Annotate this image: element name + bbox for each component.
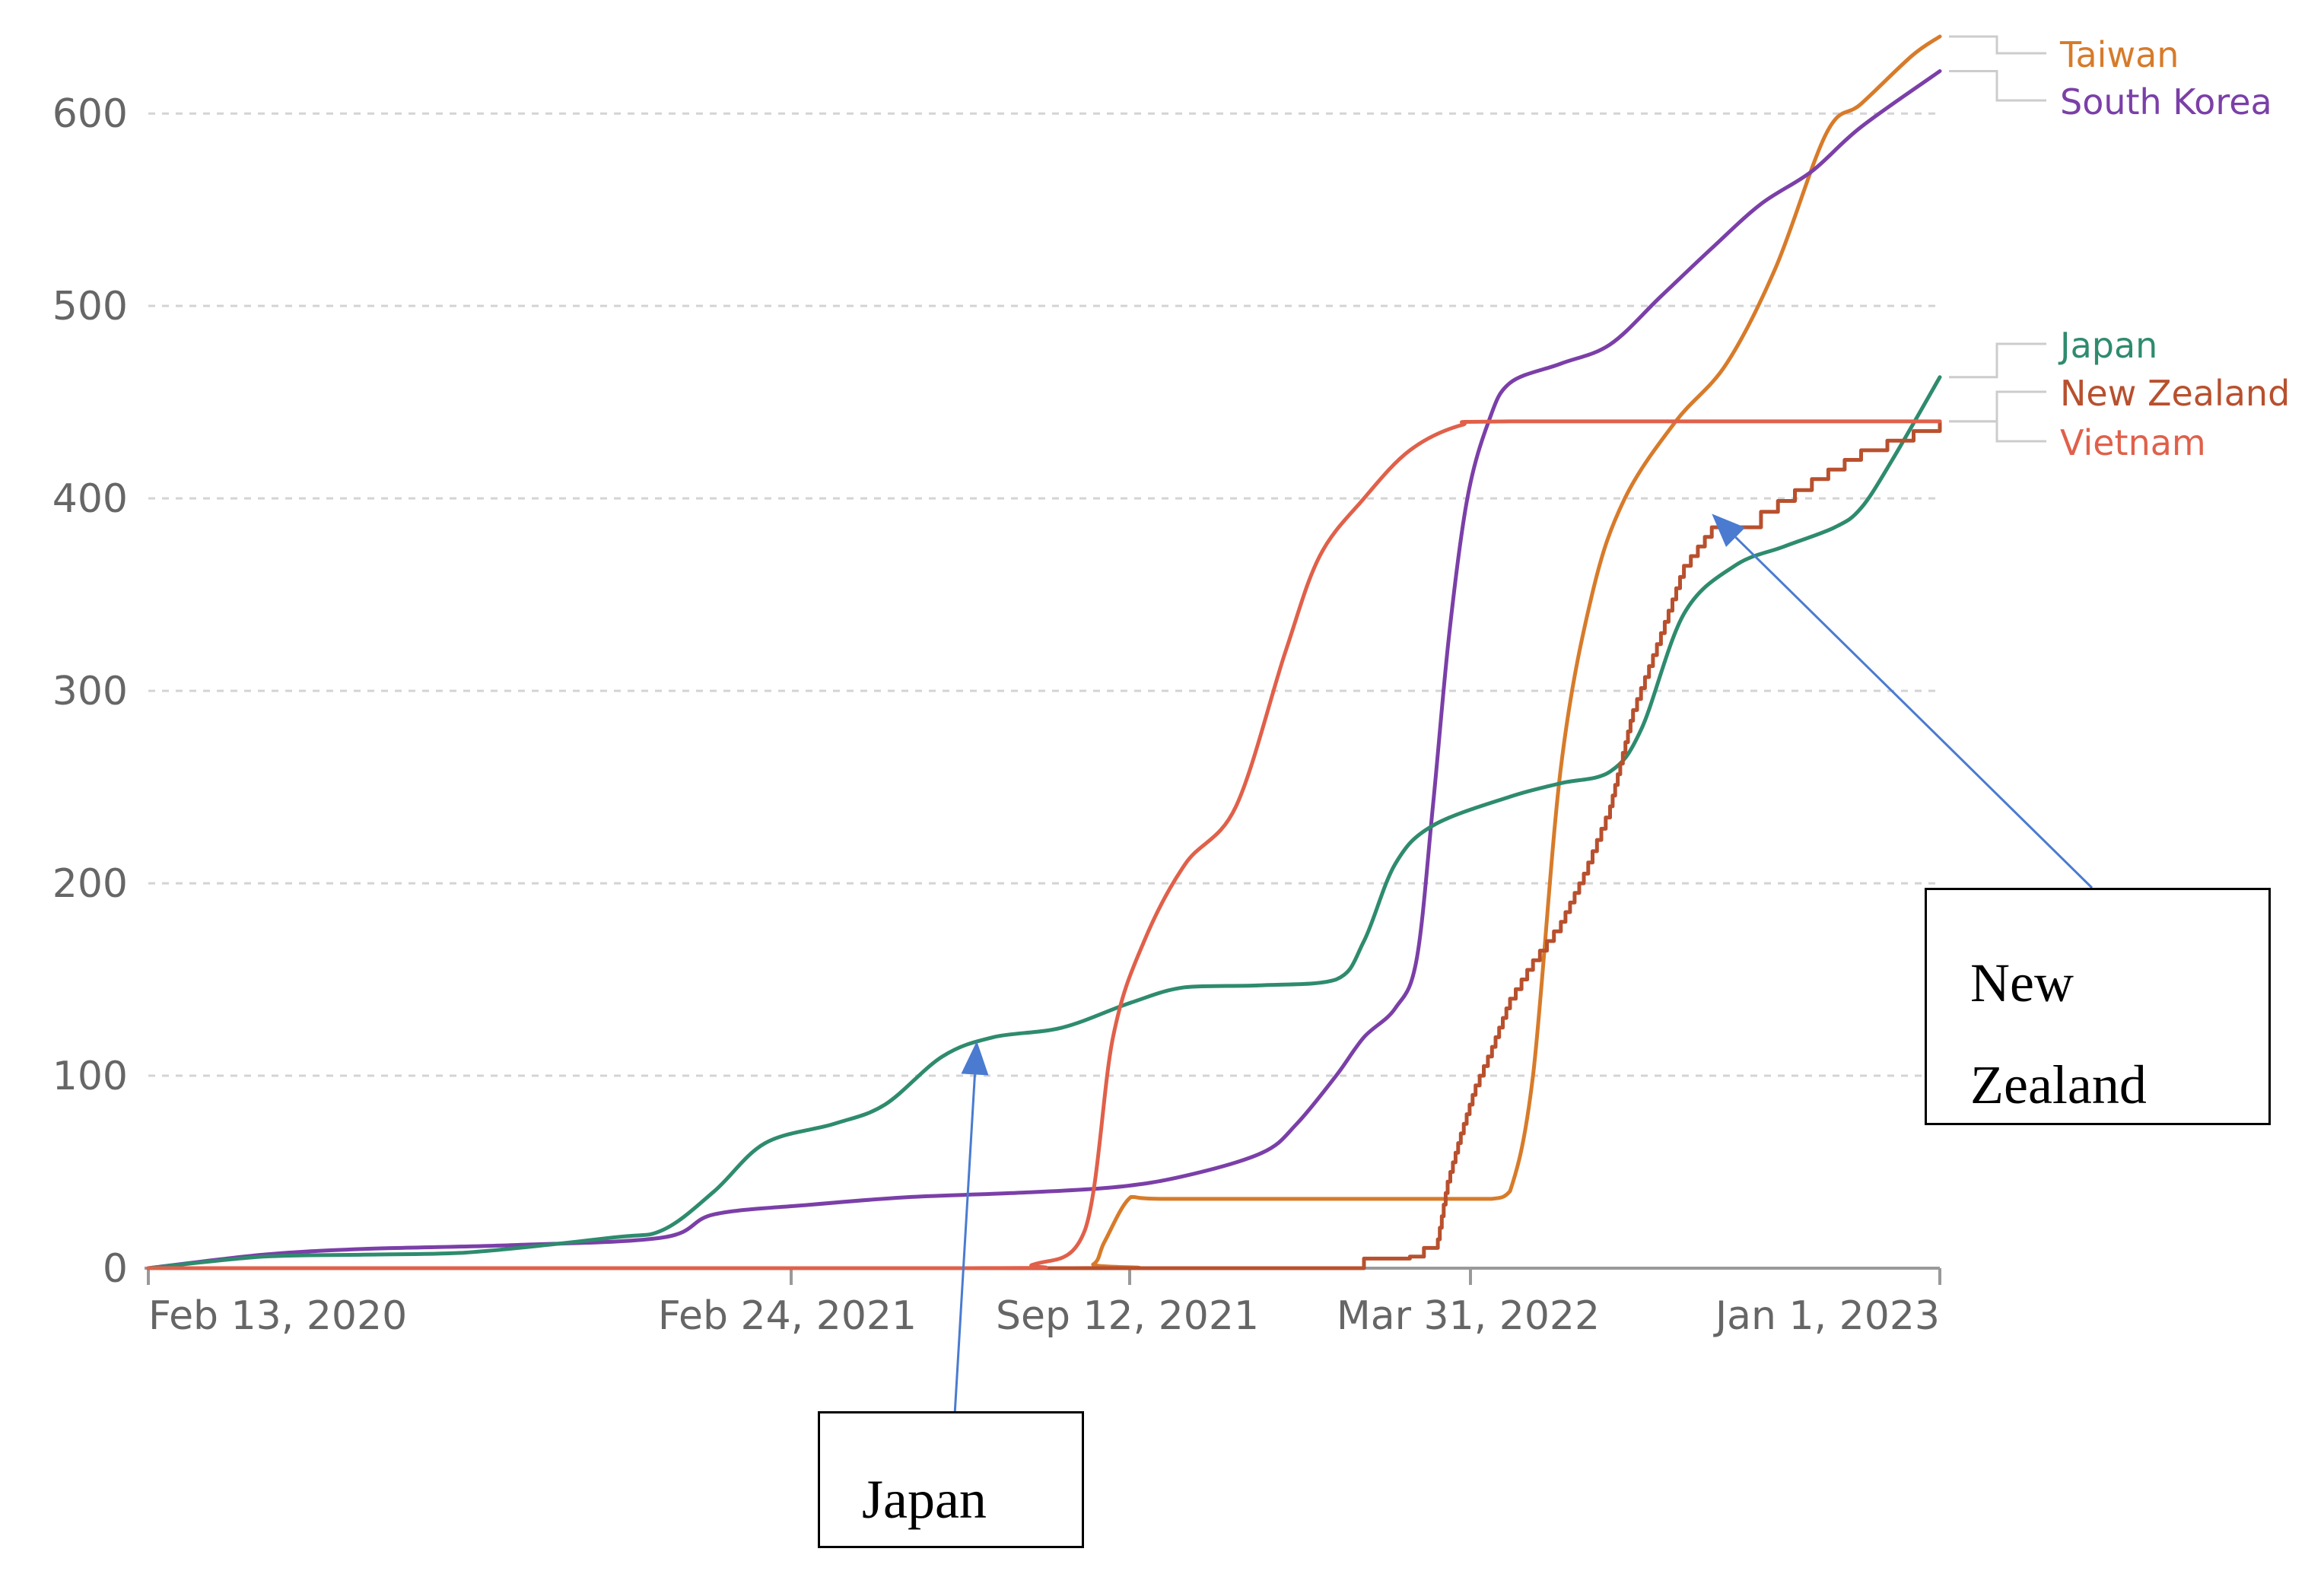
annotation-box-japan: Japan xyxy=(818,1411,1084,1548)
series-line-japan xyxy=(146,375,1942,1270)
y-tick-label-500: 500 xyxy=(52,284,128,329)
line-label-vietnam: Vietnam xyxy=(2060,422,2206,463)
line-label-japan: Japan xyxy=(2058,325,2157,366)
label-connector-new-zealand xyxy=(1949,390,2046,423)
y-axis-ticks: 0 100 200 300 400 500 600 xyxy=(52,91,128,1292)
series-line-new-zealand xyxy=(146,419,1942,1270)
label-connector-vietnam xyxy=(1949,420,2046,443)
x-tick-label-1: Feb 24, 2021 xyxy=(658,1293,917,1339)
label-connector-taiwan xyxy=(1949,35,2046,55)
y-tick-label-200: 200 xyxy=(52,861,128,907)
y-tick-label-300: 300 xyxy=(52,669,128,714)
y-tick-label-400: 400 xyxy=(52,476,128,522)
label-connector-japan xyxy=(1949,342,2046,379)
y-tick-label-100: 100 xyxy=(52,1054,128,1099)
annotation-arrows xyxy=(953,514,2094,1416)
x-tick-label-0: Feb 13, 2020 xyxy=(148,1293,407,1339)
x-tick-label-3: Mar 31, 2022 xyxy=(1337,1293,1600,1339)
y-tick-label-0: 0 xyxy=(103,1246,128,1292)
annotation-nz-line-1: New xyxy=(1970,952,2074,1013)
annotation-arrow-new-zealand-shaft xyxy=(1734,536,2094,889)
gridlines xyxy=(148,112,1940,1077)
line-label-new-zealand: New Zealand xyxy=(2060,373,2290,414)
line-label-south-korea: South Korea xyxy=(2060,81,2272,122)
annotation-box-new-zealand: New Zealand xyxy=(1925,888,2271,1125)
line-label-taiwan: Taiwan xyxy=(2059,34,2179,75)
annotation-nz-line-2: Zealand xyxy=(1970,1054,2147,1115)
series-line-vietnam xyxy=(146,419,1942,1270)
x-tick-label-4: Jan 1, 2023 xyxy=(1713,1293,1940,1339)
annotation-arrow-new-zealand xyxy=(1712,514,2094,889)
annotation-arrow-new-zealand-head xyxy=(1712,514,1746,548)
annotation-arrow-japan xyxy=(953,1041,989,1416)
series-line-taiwan xyxy=(146,34,1942,1270)
line-end-labels: Taiwan South Korea Japan New Zealand Vietnam xyxy=(1949,34,2290,463)
series-line-south-korea xyxy=(146,69,1942,1270)
annotation-arrow-japan-head xyxy=(961,1041,989,1076)
annotation-arrow-japan-shaft xyxy=(953,1074,976,1416)
annotation-japan-text: Japan xyxy=(862,1469,987,1530)
x-tick-label-2: Sep 12, 2021 xyxy=(996,1293,1259,1339)
x-axis-ticks: Feb 13, 2020 Feb 24, 2021 Sep 12, 2021 Mar … xyxy=(145,1267,1941,1339)
y-tick-label-600: 600 xyxy=(52,91,128,137)
series-lines xyxy=(146,34,1942,1270)
label-connector-south-korea xyxy=(1949,70,2046,102)
